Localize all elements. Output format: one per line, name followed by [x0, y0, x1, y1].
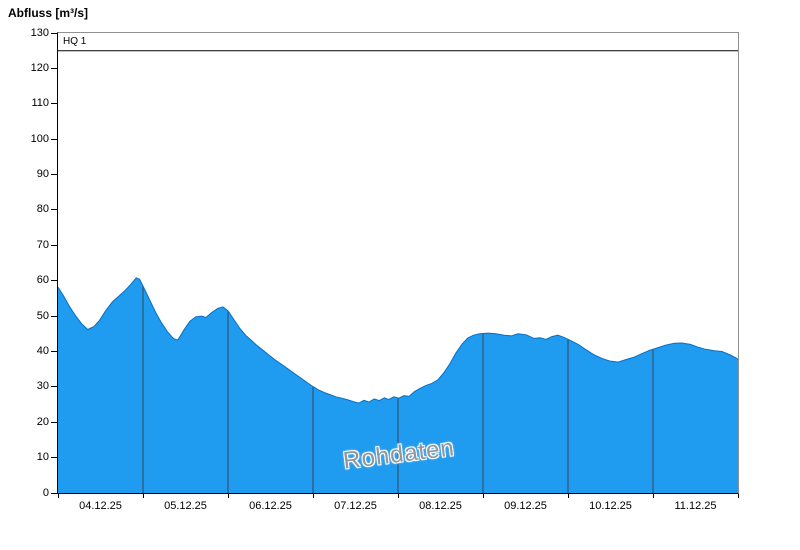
y-axis-tick-mark: [51, 209, 57, 211]
x-axis-date-label: 09.12.25: [504, 500, 547, 512]
y-axis-tick-mark: [51, 421, 57, 423]
x-axis-tick-mark: [227, 494, 229, 498]
y-axis-title: Abfluss [m³/s]: [8, 6, 89, 20]
y-axis-tick-mark: [51, 457, 57, 459]
x-axis-tick-mark: [567, 494, 569, 498]
y-axis-tick-label: 120: [30, 61, 49, 74]
y-axis-tick-label: 20: [36, 415, 49, 428]
y-axis-tick-mark: [51, 351, 57, 352]
y-axis-tick-mark: [51, 280, 57, 282]
y-axis-tick-label: 0: [42, 486, 49, 499]
x-axis-tick-mark: [312, 494, 314, 498]
y-axis-tick-label: 80: [36, 203, 49, 216]
x-axis-tick-mark: [397, 494, 399, 498]
y-axis-tick-label: 130: [30, 26, 49, 39]
plot-area: HQ 1 Rohdaten 0 10 20 30 40 50 60 70 80 90 100 110 1…: [31, 27, 739, 512]
x-axis-tick-mark: [652, 494, 654, 498]
x-axis-date-label: 08.12.25: [419, 500, 462, 512]
y-axis-tick-label: 70: [36, 238, 49, 251]
y-axis-tick-label: 100: [30, 132, 49, 145]
y-axis-tick-label: 40: [36, 345, 49, 357]
y-axis-tick-mark: [51, 174, 57, 175]
y-axis-tick-mark: [51, 315, 57, 317]
hq1-label: HQ 1: [63, 36, 87, 47]
x-axis-date-label: 07.12.25: [334, 500, 377, 512]
y-axis-tick-label: 50: [36, 309, 49, 322]
y-axis-tick-label: 110: [31, 97, 49, 110]
y-axis-tick-mark: [51, 138, 57, 140]
y-axis-tick-mark: [51, 244, 57, 246]
x-axis-date-label: 04.12.25: [79, 500, 122, 512]
x-axis-tick-mark: [482, 494, 484, 498]
y-axis-tick-label: 90: [36, 168, 49, 180]
discharge-line: [58, 277, 738, 404]
x-axis-date-label: 05.12.25: [164, 500, 207, 512]
y-axis-tick-label: 60: [36, 274, 49, 287]
y-axis-tick-mark: [51, 492, 57, 494]
y-axis-tick-mark: [51, 32, 57, 34]
y-axis-tick-mark: [51, 67, 57, 69]
y-axis-tick-label: 10: [36, 451, 49, 464]
hydrograph-svg: [58, 50, 738, 493]
x-axis-tick-mark: [737, 494, 739, 498]
y-axis-tick-label: 30: [36, 380, 49, 393]
y-axis-tick-mark: [51, 386, 57, 388]
x-axis-date-label: 06.12.25: [249, 500, 292, 512]
y-axis-tick-mark: [51, 103, 57, 105]
x-axis-date-label: 11.12.25: [674, 500, 717, 512]
x-axis-tick-mark: [57, 494, 59, 498]
x-axis-date-label: 10.12.25: [589, 500, 632, 512]
x-axis-tick-mark: [142, 494, 144, 498]
day-gridlines: [142, 277, 654, 493]
